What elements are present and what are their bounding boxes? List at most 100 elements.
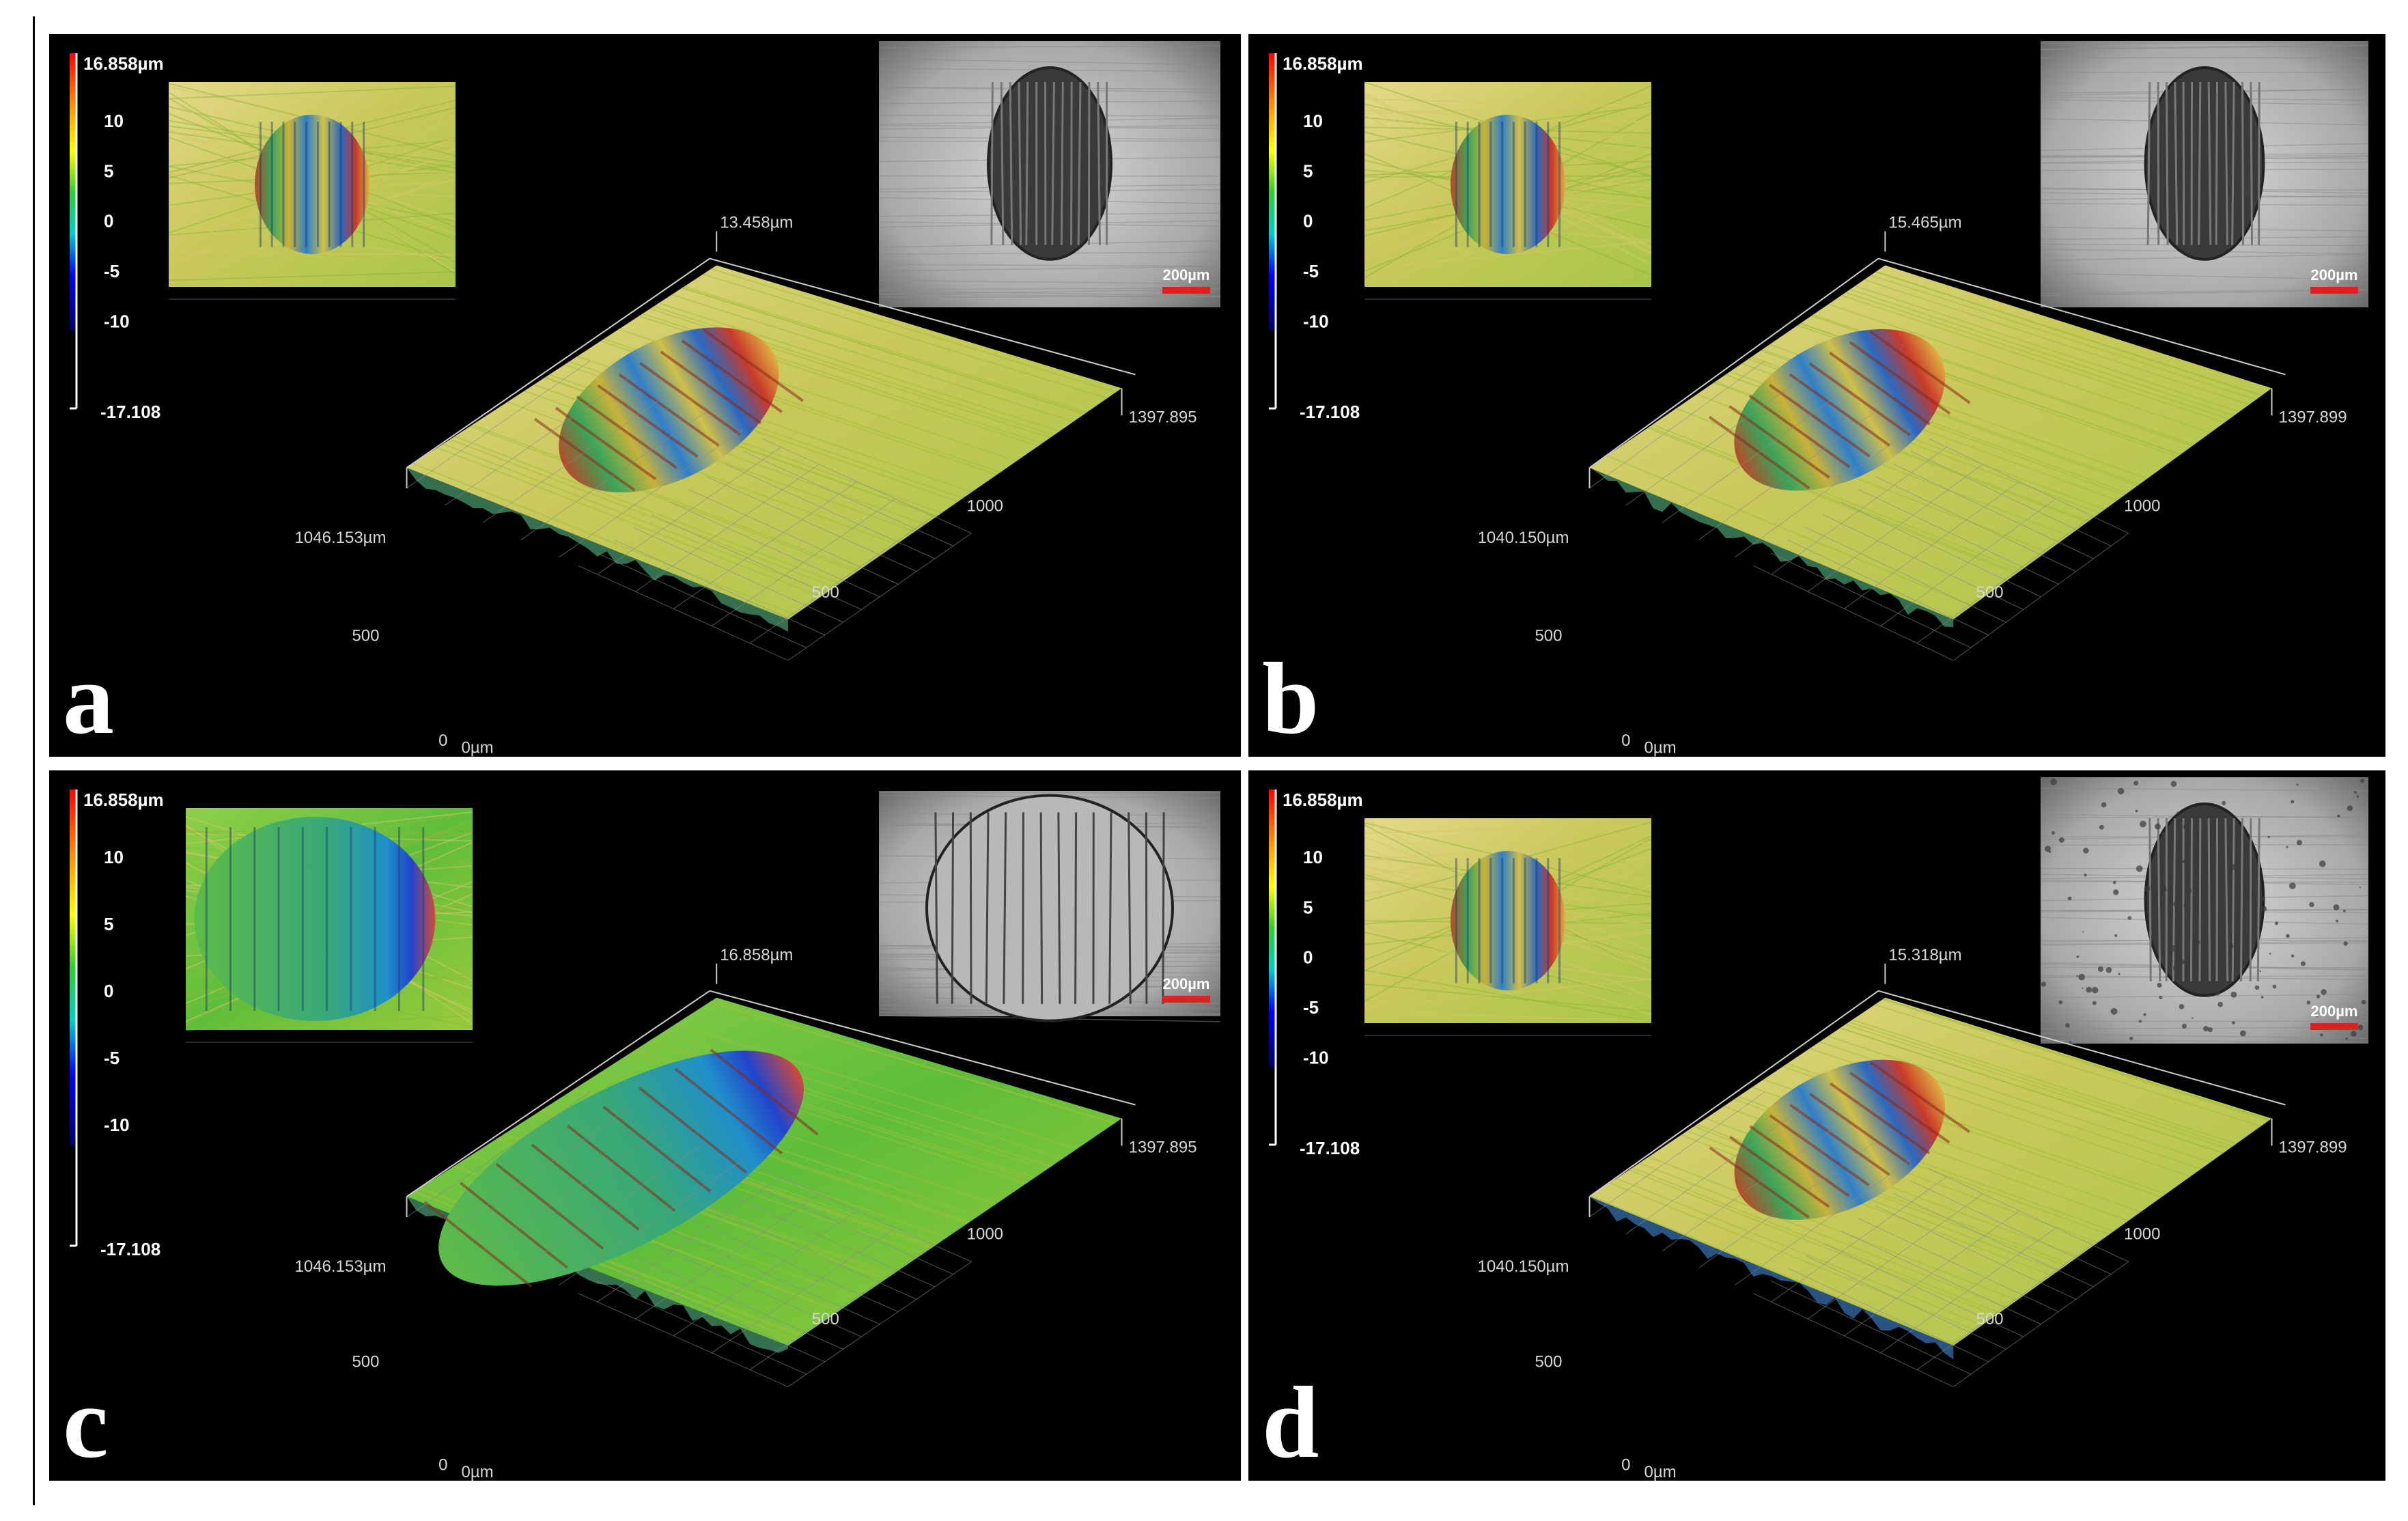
floor-grid-line xyxy=(749,1244,934,1370)
top-view-wear-scar xyxy=(255,115,369,254)
color-scale-tick-label: 0 xyxy=(104,211,113,232)
floor-grid-line xyxy=(1880,1227,2056,1354)
floor-grid-line xyxy=(633,527,843,623)
floor-grid-line xyxy=(635,1193,820,1320)
floor-grid-line xyxy=(633,1255,843,1350)
y-extent-label: 1040.150µm xyxy=(1478,1257,1569,1276)
color-scale-tick-label: 5 xyxy=(1303,161,1313,181)
floor-grid-line xyxy=(688,489,899,585)
micrograph-scale-bar xyxy=(1162,996,1210,1003)
surface-3d xyxy=(1589,265,2272,619)
floor-grid-line xyxy=(578,1293,789,1387)
surface-peak-label: 13.458µm xyxy=(720,214,793,232)
floor-grid-line xyxy=(1698,1143,1875,1268)
panel-c-graphic: 16.858µm 10 5 0 -5 -10 -17.108 200µm 16.858µm 139… xyxy=(63,790,1221,1481)
floor-grid-line xyxy=(1735,1159,1911,1285)
floor-grid-line xyxy=(1589,361,1765,489)
floor-grid-line xyxy=(1753,1293,1954,1387)
floor-grid-line xyxy=(1625,1108,1802,1235)
y-tick-label: 500 xyxy=(1535,1353,1562,1371)
bounding-box-line xyxy=(1588,257,1879,469)
surface-peak-label: 15.318µm xyxy=(1888,946,1961,964)
x-tick-label: 1000 xyxy=(967,1225,1003,1243)
color-scale-tick-label: 5 xyxy=(104,161,113,181)
floor-grid-line xyxy=(1770,553,1972,648)
floor-grid-line xyxy=(1916,516,2092,644)
y-tick-label: 0 xyxy=(438,1455,447,1474)
color-scale-tick-label: 10 xyxy=(104,847,124,867)
floor-grid-line xyxy=(749,516,934,644)
micrograph-wear-scar xyxy=(987,66,1112,261)
floor-grid-line xyxy=(482,1126,667,1252)
x-tick-label: 500 xyxy=(1976,583,2004,602)
color-scale-tick-label: -5 xyxy=(1303,261,1319,281)
color-scale-tick-label: 10 xyxy=(1303,111,1323,131)
color-scale-tick-label: -10 xyxy=(1303,1047,1329,1068)
floor-grid-line xyxy=(596,1281,807,1375)
micrograph-scale-bar xyxy=(2310,287,2358,294)
floor-grid-line xyxy=(635,464,820,592)
floor-grid-line xyxy=(1698,412,1875,540)
x-tick-label: 1000 xyxy=(2124,497,2160,515)
floor-grid-line xyxy=(725,463,936,559)
floor-grid-line xyxy=(1662,1126,1838,1252)
floor-grid-line xyxy=(520,412,705,540)
micrograph-scale-bar xyxy=(2310,1023,2358,1030)
floor-grid-line xyxy=(1858,1218,2059,1313)
color-scale-bar xyxy=(70,790,76,1146)
floor-grid-line xyxy=(1910,1180,2112,1275)
floor-grid-line xyxy=(1735,430,1911,558)
y-extent-label: 1040.150µm xyxy=(1478,529,1569,547)
floor-grid-line xyxy=(1928,438,2129,534)
floor-grid-line xyxy=(1875,1205,2076,1300)
color-scale-bar xyxy=(1269,53,1276,331)
floor-grid-line xyxy=(669,1230,880,1325)
x-extent-label: 1397.895 xyxy=(1129,408,1197,426)
x-tick-label: 500 xyxy=(1976,1310,2004,1328)
floor-grid-line xyxy=(1788,1268,1989,1363)
color-scale-tick-label: 10 xyxy=(104,111,124,131)
origin-label: 0µm xyxy=(1644,739,1677,757)
floor-grid-line xyxy=(673,481,858,609)
floor-grid-line xyxy=(559,1159,743,1285)
panel-d: 16.858µm 10 5 0 -5 -10 -17.108 200µm 15.318µm 139… xyxy=(1248,770,2385,1481)
floor-grid-line xyxy=(706,476,917,572)
floor-grid-line xyxy=(673,1210,858,1337)
panel-letter-label: a xyxy=(63,642,114,755)
panel-a: 16.858µm 10 5 0 -5 -10 -17.108 200µm 13.458µm 139… xyxy=(49,34,1241,757)
top-view-wear-scar xyxy=(1451,115,1565,254)
panel-d-graphic: 16.858µm 10 5 0 -5 -10 -17.108 200µm 15.318µm 139… xyxy=(1262,777,2369,1481)
color-scale-bar xyxy=(70,53,76,331)
panel-b: 16.858µm 10 5 0 -5 -10 -17.108 200µm 15.465µm 139… xyxy=(1248,34,2385,757)
floor-grid-line xyxy=(615,540,825,636)
panel-letter-label: c xyxy=(63,1366,109,1479)
floor-grid-line xyxy=(787,533,972,661)
floor-grid-line xyxy=(1770,1281,1972,1375)
floor-grid-line xyxy=(1893,1192,2094,1287)
color-scale-min-label: -17.108 xyxy=(1300,1138,1360,1158)
floor-grid-line xyxy=(1807,464,1983,592)
bounding-box-line xyxy=(709,257,1136,376)
y-tick-label: 0 xyxy=(1621,731,1630,750)
floor-grid-line xyxy=(1916,1244,2092,1370)
x-tick-label: 500 xyxy=(812,583,839,602)
x-extent-label: 1397.899 xyxy=(2279,408,2347,426)
floor-grid-line xyxy=(761,438,972,534)
floor-grid-line xyxy=(1823,514,2024,610)
micrograph-wear-scar xyxy=(925,794,1174,1022)
color-scale-max-label: 16.858µm xyxy=(83,790,164,810)
color-scale-tick-label: -10 xyxy=(1303,311,1329,331)
floor-grid-line xyxy=(1844,481,2020,609)
panel-a-graphic: 16.858µm 10 5 0 -5 -10 -17.108 200µm 13.458µm 139… xyxy=(63,41,1221,757)
color-scale-tick-label: -10 xyxy=(104,1115,130,1135)
micrograph-wear-scar xyxy=(2144,66,2265,261)
floor-grid-line xyxy=(578,565,789,661)
floor-grid-line xyxy=(652,1243,862,1337)
bounding-box-line xyxy=(406,990,710,1197)
color-scale-tick-label: 0 xyxy=(1303,947,1313,968)
floor-grid-line xyxy=(520,1143,705,1268)
color-scale-tick-label: 0 xyxy=(104,981,113,1001)
floor-grid-line xyxy=(669,501,880,598)
floor-grid-line xyxy=(1823,1243,2024,1337)
floor-grid-line xyxy=(1858,489,2059,585)
